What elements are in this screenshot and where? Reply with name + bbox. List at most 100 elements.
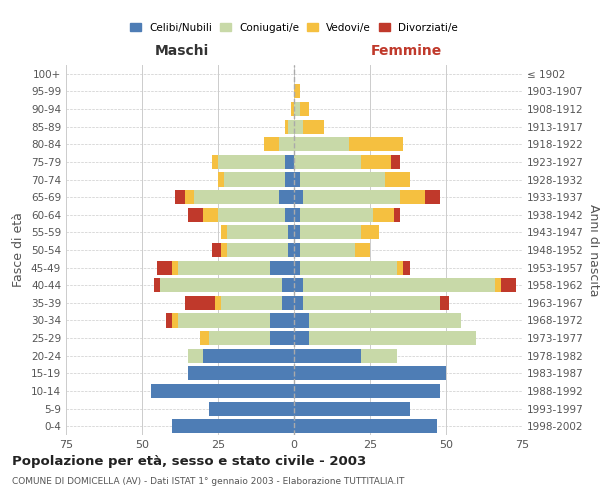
Bar (391, 155, 400, 169)
Bar (172, 260, 178, 274)
Bar (269, 260, 294, 274)
Bar (294, 226, 300, 239)
Bar (188, 348, 203, 363)
Bar (188, 208, 203, 222)
Bar (300, 243, 355, 257)
Bar (203, 348, 294, 363)
Bar (300, 260, 397, 274)
Bar (269, 331, 294, 345)
Bar (218, 155, 285, 169)
Bar (263, 137, 279, 152)
Bar (425, 190, 440, 204)
Bar (194, 190, 279, 204)
Bar (355, 243, 370, 257)
Bar (157, 260, 172, 274)
Bar (403, 260, 410, 274)
Bar (309, 331, 476, 345)
Bar (303, 278, 494, 292)
Bar (294, 102, 300, 116)
Bar (215, 296, 221, 310)
Bar (172, 419, 294, 433)
Bar (227, 243, 288, 257)
Bar (294, 172, 300, 186)
Bar (209, 331, 269, 345)
Bar (294, 348, 361, 363)
Bar (294, 366, 446, 380)
Bar (154, 278, 160, 292)
Bar (294, 384, 440, 398)
Bar (300, 226, 361, 239)
Bar (300, 172, 385, 186)
Bar (349, 137, 403, 152)
Bar (385, 172, 410, 186)
Bar (285, 172, 294, 186)
Bar (166, 314, 172, 328)
Bar (200, 331, 209, 345)
Bar (361, 155, 391, 169)
Bar (212, 155, 218, 169)
Bar (303, 120, 325, 134)
Bar (294, 402, 410, 415)
Text: Femmine: Femmine (371, 44, 442, 58)
Y-axis label: Fasce di età: Fasce di età (13, 212, 25, 288)
Bar (209, 402, 294, 415)
Bar (221, 226, 227, 239)
Bar (294, 296, 303, 310)
Bar (291, 102, 294, 116)
Bar (294, 331, 309, 345)
Y-axis label: Anni di nascita: Anni di nascita (587, 204, 600, 296)
Bar (227, 226, 288, 239)
Bar (309, 314, 461, 328)
Bar (294, 120, 303, 134)
Bar (218, 208, 285, 222)
Bar (294, 208, 300, 222)
Bar (361, 348, 397, 363)
Legend: Celibi/Nubili, Coniugati/e, Vedovi/e, Divorziati/e: Celibi/Nubili, Coniugati/e, Vedovi/e, Di… (126, 18, 462, 36)
Bar (294, 260, 300, 274)
Bar (501, 278, 516, 292)
Bar (288, 243, 294, 257)
Text: Maschi: Maschi (154, 44, 209, 58)
Bar (203, 208, 218, 222)
Bar (494, 278, 501, 292)
Bar (285, 208, 294, 222)
Bar (373, 208, 394, 222)
Bar (175, 190, 185, 204)
Bar (294, 190, 303, 204)
Bar (303, 190, 400, 204)
Bar (160, 278, 282, 292)
Bar (151, 384, 294, 398)
Bar (218, 172, 224, 186)
Bar (185, 190, 194, 204)
Bar (394, 208, 400, 222)
Bar (397, 260, 403, 274)
Bar (188, 366, 294, 380)
Bar (269, 314, 294, 328)
Bar (221, 243, 227, 257)
Bar (285, 120, 288, 134)
Bar (300, 208, 373, 222)
Bar (300, 102, 309, 116)
Bar (400, 190, 425, 204)
Bar (185, 296, 215, 310)
Text: COMUNE DI DOMICELLA (AV) - Dati ISTAT 1° gennaio 2003 - Elaborazione TUTTITALIA.: COMUNE DI DOMICELLA (AV) - Dati ISTAT 1°… (12, 478, 404, 486)
Bar (294, 419, 437, 433)
Bar (440, 296, 449, 310)
Bar (294, 243, 300, 257)
Bar (178, 260, 269, 274)
Bar (294, 278, 303, 292)
Bar (294, 137, 349, 152)
Bar (285, 155, 294, 169)
Bar (221, 296, 282, 310)
Bar (282, 278, 294, 292)
Bar (294, 314, 309, 328)
Bar (288, 226, 294, 239)
Bar (361, 226, 379, 239)
Bar (279, 137, 294, 152)
Bar (282, 296, 294, 310)
Bar (178, 314, 269, 328)
Bar (172, 314, 178, 328)
Text: Popolazione per età, sesso e stato civile - 2003: Popolazione per età, sesso e stato civil… (12, 455, 366, 468)
Bar (224, 172, 285, 186)
Bar (294, 84, 300, 98)
